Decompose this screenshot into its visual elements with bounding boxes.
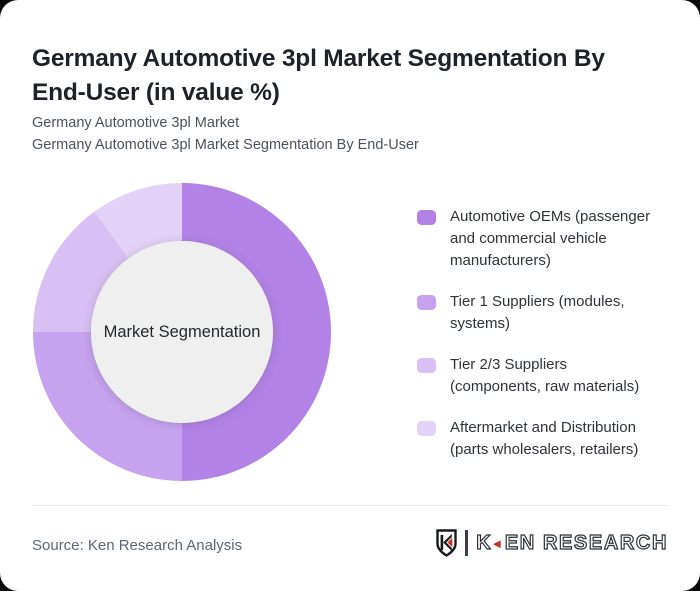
legend-swatch-icon bbox=[417, 295, 436, 310]
legend-label: Tier 2/3 Suppliers (components, raw mate… bbox=[450, 356, 640, 395]
legend-item-2[interactable]: Tier 1 Suppliers (modules, systems) bbox=[417, 291, 669, 335]
legend-item-3[interactable]: Tier 2/3 Suppliers (components, raw mate… bbox=[417, 354, 669, 398]
legend-label: Tier 1 Suppliers (modules, systems) bbox=[450, 293, 625, 332]
legend-label: Automotive OEMs (passenger and commercia… bbox=[450, 208, 651, 269]
logo-divider-bar bbox=[465, 530, 469, 556]
legend-swatch-icon bbox=[417, 358, 436, 373]
legend-swatch-icon bbox=[417, 421, 436, 436]
legend-item-4[interactable]: Aftermarket and Distribution (parts whol… bbox=[417, 417, 669, 461]
page-title: Germany Automotive 3pl Market Segmentati… bbox=[32, 45, 605, 107]
donut-hole: Market Segmentation bbox=[91, 241, 273, 423]
subtitle-line-1: Germany Automotive 3pl Market bbox=[32, 115, 240, 131]
legend-label: Aftermarket and Distribution (parts whol… bbox=[450, 419, 639, 458]
source-note: Source: Ken Research Analysis bbox=[32, 537, 243, 554]
footer-divider bbox=[32, 505, 668, 506]
donut-rings bbox=[33, 183, 331, 481]
logo-text-rest: EN RESEARCH bbox=[504, 531, 668, 554]
ken-research-logo: K ◄ EN RESEARCH bbox=[436, 528, 668, 558]
legend-swatch-icon bbox=[417, 210, 436, 225]
donut-segment[interactable] bbox=[33, 332, 182, 481]
subtitle: Germany Automotive 3pl Market Germany Au… bbox=[32, 112, 652, 156]
donut-segment[interactable] bbox=[94, 183, 182, 259]
ken-research-shield-icon bbox=[436, 529, 457, 557]
logo-letter-k: K bbox=[476, 531, 493, 554]
logo-wordmark: K ◄ EN RESEARCH bbox=[476, 531, 668, 555]
legend-item-1[interactable]: Automotive OEMs (passenger and commercia… bbox=[417, 206, 669, 272]
donut-chart: Market Segmentation bbox=[33, 183, 331, 481]
subtitle-line-2: Germany Automotive 3pl Market Segmentati… bbox=[32, 137, 419, 153]
red-triangle-icon: ◄ bbox=[490, 536, 505, 551]
donut-segment[interactable] bbox=[182, 183, 331, 481]
donut-segment[interactable] bbox=[33, 211, 129, 332]
donut-center-label: Market Segmentation bbox=[103, 322, 261, 341]
chart-legend: Automotive OEMs (passenger and commercia… bbox=[417, 206, 669, 480]
